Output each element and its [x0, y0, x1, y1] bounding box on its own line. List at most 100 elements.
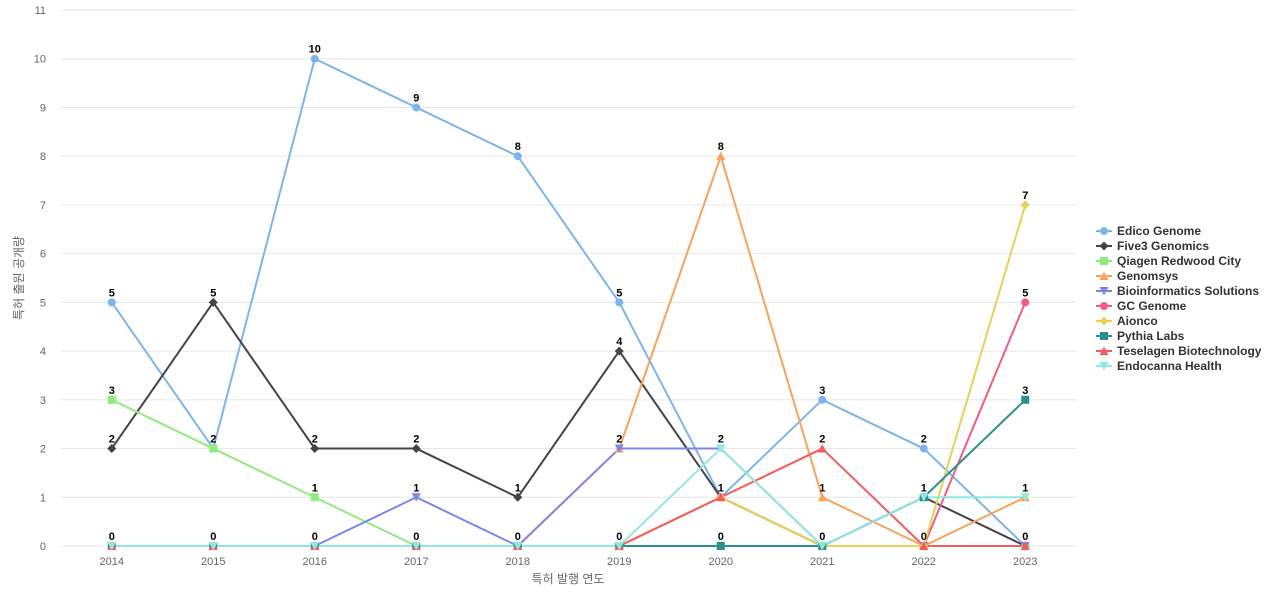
y-tick-label: 8 [40, 151, 46, 163]
legend-marker [1099, 316, 1109, 326]
y-tick-label: 1 [40, 492, 46, 504]
data-label: 0 [109, 531, 115, 543]
data-point-endocanna-health [310, 542, 320, 551]
legend-label: Teselagen Biotechnology [1117, 344, 1262, 358]
data-point-bioinformatics-solutions [411, 493, 421, 502]
data-label: 0 [413, 531, 419, 543]
data-point-bioinformatics-solutions [614, 444, 624, 454]
data-label: 3 [109, 385, 115, 397]
series-line-pythia-labs [110, 398, 1027, 547]
data-point-five3-genomics [310, 444, 320, 454]
legend-label: Endocanna Health [1117, 359, 1222, 373]
data-point-five3-genomics [411, 444, 421, 454]
y-tick-label: 11 [35, 5, 46, 17]
x-tick-label: 2021 [810, 556, 834, 568]
data-point-teselagen-biotechnology [1020, 541, 1030, 550]
data-label: 1 [819, 482, 825, 494]
y-tick-label: 3 [40, 395, 46, 407]
legend-item-pythia-labs[interactable]: Pythia Labs [1096, 329, 1185, 343]
data-point-endocanna-health [1020, 493, 1030, 502]
data-point-endocanna-health [716, 444, 726, 454]
data-label: 2 [921, 434, 927, 446]
data-label: 7 [1022, 190, 1028, 202]
data-point-qiagen-redwood-city [107, 395, 116, 404]
legend-item-edico-genome[interactable]: Edico Genome [1096, 224, 1201, 238]
series-line-aionco [110, 203, 1027, 547]
x-tick-label: 2016 [303, 556, 327, 568]
data-label: 0 [515, 531, 521, 543]
data-point-endocanna-health [614, 542, 624, 551]
data-label: 2 [312, 434, 318, 446]
y-axis-ticks: 0 1 2 3 4 5 6 7 8 9 10 11 [34, 5, 46, 553]
y-tick-label: 7 [40, 200, 46, 212]
legend-marker [1100, 332, 1108, 340]
y-tick-label: 9 [40, 102, 46, 114]
data-label: 2 [616, 434, 622, 446]
data-point-teselagen-biotechnology [716, 492, 726, 502]
data-point-endocanna-health [513, 542, 523, 551]
series-line-edico-genome [110, 57, 1027, 547]
legend-item-gc-genome[interactable]: GC Genome [1096, 299, 1187, 313]
y-tick-label: 10 [34, 54, 46, 66]
series-line-five3-genomics [110, 301, 1027, 547]
data-point-teselagen-biotechnology [817, 444, 827, 453]
data-label: 4 [616, 336, 623, 348]
data-point-edico-genome [107, 298, 116, 307]
data-point-edico-genome [615, 298, 624, 307]
x-axis-ticks: 2014 2015 2016 2017 2018 2019 2020 2021 2022 2023 [100, 556, 1038, 568]
data-label: 1 [413, 482, 419, 494]
data-label: 0 [312, 531, 318, 543]
y-tick-label: 0 [40, 541, 46, 553]
data-point-endocanna-health [411, 542, 421, 551]
data-point-five3-genomics [107, 444, 117, 454]
data-label: 1 [1022, 482, 1028, 494]
series-lines [110, 57, 1027, 547]
legend-label: Genomsys [1117, 269, 1179, 283]
legend-item-aionco[interactable]: Aionco [1096, 314, 1158, 328]
data-label: 1 [312, 482, 318, 494]
data-point-edico-genome [919, 444, 928, 453]
legend-item-qiagen-redwood-city[interactable]: Qiagen Redwood City [1096, 254, 1241, 268]
legend-label: Aionco [1117, 314, 1158, 328]
data-point-endocanna-health [107, 542, 117, 551]
legend-item-teselagen-biotechnology[interactable]: Teselagen Biotechnology [1096, 344, 1262, 358]
legend-label: Edico Genome [1117, 224, 1201, 238]
data-label: 2 [109, 434, 115, 446]
data-label: 0 [819, 531, 825, 543]
legend-item-endocanna-health[interactable]: Endocanna Health [1096, 359, 1222, 373]
legend-marker [1099, 241, 1109, 251]
y-tick-label: 6 [40, 249, 46, 261]
y-tick-label: 5 [40, 297, 46, 309]
data-label: 0 [210, 531, 216, 543]
x-tick-label: 2015 [201, 556, 225, 568]
data-label: 8 [515, 141, 521, 153]
x-tick-label: 2018 [506, 556, 530, 568]
series-markers [107, 54, 1030, 551]
data-label: 0 [921, 531, 927, 543]
data-label: 5 [1022, 287, 1028, 299]
legend-label: GC Genome [1117, 299, 1187, 313]
x-tick-label: 2017 [404, 556, 428, 568]
gridlines [61, 9, 1076, 547]
data-label: 0 [718, 531, 724, 543]
legend-label: Qiagen Redwood City [1117, 254, 1241, 268]
legend-label: Pythia Labs [1117, 329, 1185, 343]
legend-item-five3-genomics[interactable]: Five3 Genomics [1096, 239, 1209, 253]
data-point-edico-genome [513, 152, 522, 161]
data-point-aionco [1020, 200, 1030, 210]
data-label: 5 [210, 287, 216, 299]
data-point-pythia-labs [1021, 395, 1030, 404]
legend-item-genomsys[interactable]: Genomsys [1096, 269, 1179, 283]
x-tick-label: 2023 [1013, 556, 1037, 568]
data-point-endocanna-health [817, 542, 827, 551]
legend-item-bioinformatics-solutions[interactable]: Bioinformatics Solutions [1096, 284, 1259, 298]
legend-marker [1100, 302, 1108, 310]
data-label: 8 [718, 141, 724, 153]
data-label: 2 [718, 434, 724, 446]
data-point-qiagen-redwood-city [209, 444, 218, 453]
data-label: 1 [718, 482, 724, 494]
